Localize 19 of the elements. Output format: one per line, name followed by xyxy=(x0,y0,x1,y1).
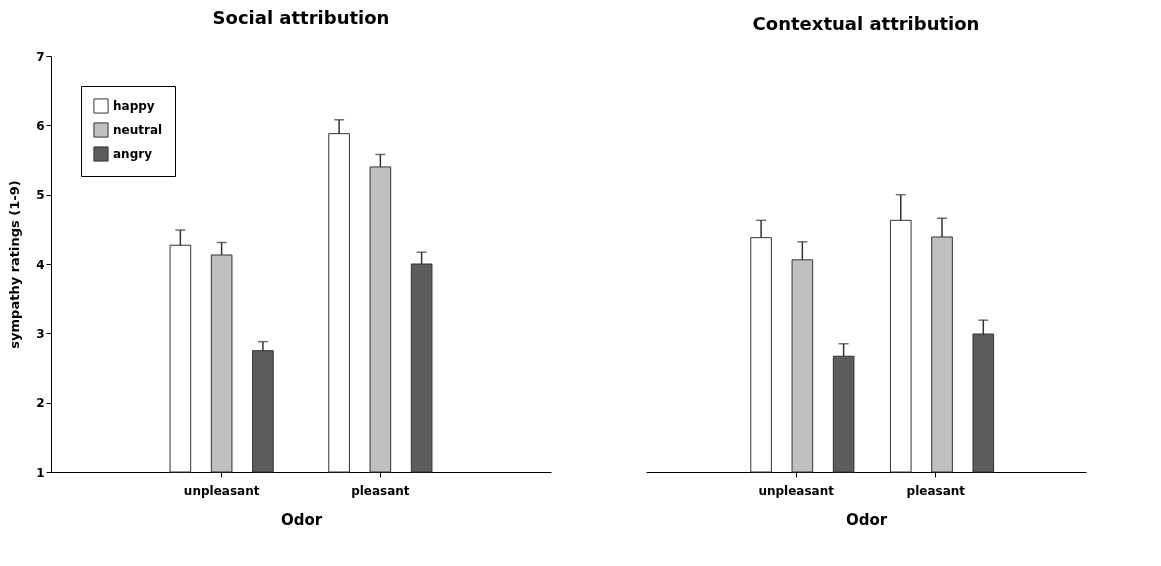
x-tick-label: pleasant xyxy=(906,483,966,498)
legend-label: neutral xyxy=(113,123,163,137)
y-tick-label: 4 xyxy=(36,257,45,272)
y-tick-label: 7 xyxy=(36,49,45,64)
x-tick-label: pleasant xyxy=(351,483,410,498)
legend-label: happy xyxy=(113,99,155,113)
y-tick-label: 1 xyxy=(36,465,45,480)
chart-title: Social attribution xyxy=(212,7,390,28)
x-axis-title: Odor xyxy=(845,510,888,529)
legend-label: angry xyxy=(113,147,153,161)
chart-title: Contextual attribution xyxy=(752,13,980,34)
y-tick-label: 5 xyxy=(36,188,45,203)
x-tick-label: unpleasant xyxy=(758,483,835,498)
y-tick-label: 6 xyxy=(36,118,45,133)
x-tick-label: unpleasant xyxy=(183,483,260,498)
y-tick-label: 2 xyxy=(36,396,45,411)
x-axis-title: Odor xyxy=(280,510,323,529)
y-axis-title: sympathy ratings (1-9) xyxy=(7,180,23,349)
y-tick-label: 3 xyxy=(36,326,45,341)
